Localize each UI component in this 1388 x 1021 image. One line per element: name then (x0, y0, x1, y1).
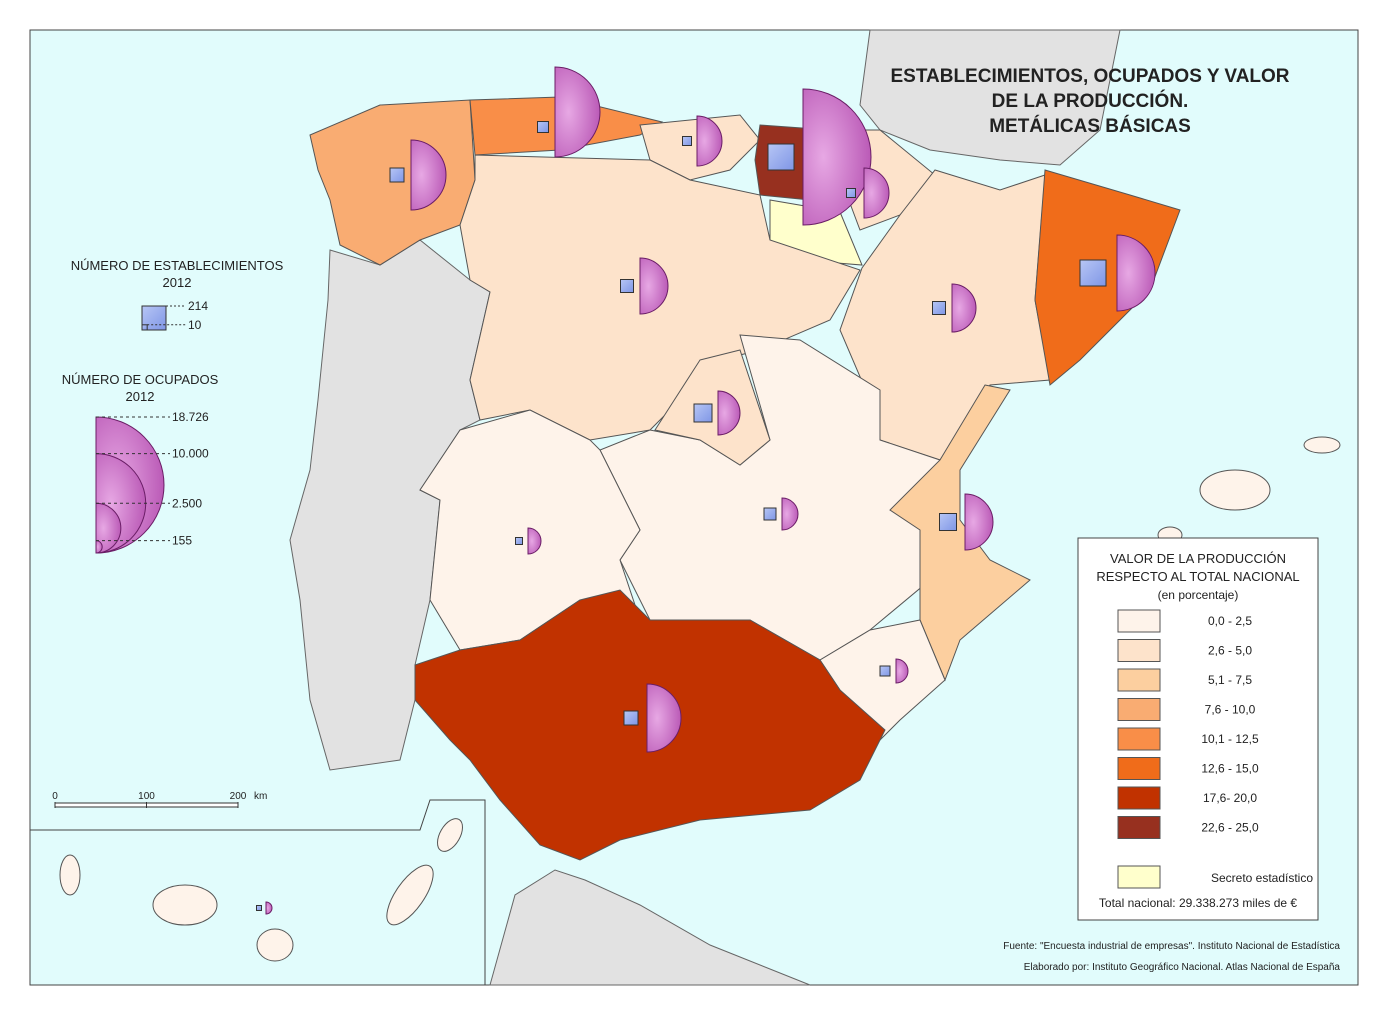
establecimientos-symbol (767, 143, 795, 171)
legend-title: (en porcentaje) (1158, 588, 1239, 602)
ocupados-symbol (527, 527, 542, 555)
gran-canaria (256, 928, 294, 962)
ocupados-symbol (964, 493, 994, 551)
ocupados-symbol (951, 283, 977, 333)
legend-label: 22,6 - 25,0 (1201, 821, 1259, 835)
establecimientos-symbol (537, 121, 549, 133)
ocupados-symbol (265, 901, 273, 915)
legend-title: RESPECTO AL TOTAL NACIONAL (1096, 569, 1299, 584)
title: METÁLICAS BÁSICAS (989, 115, 1191, 137)
tenerife (152, 884, 218, 926)
scale-bar: 0 100 200 km (52, 791, 267, 808)
legend-label: 10,1 - 12,5 (1201, 732, 1259, 746)
ocupados-symbol (895, 658, 909, 684)
legend-swatch (1117, 865, 1161, 889)
title: DE LA PRODUCCIÓN. (992, 90, 1189, 112)
scale-label: 200 (230, 791, 247, 802)
legend-label: 7,6 - 10,0 (1205, 703, 1256, 717)
scale-label: 0 (52, 791, 58, 802)
lanzarote (437, 818, 463, 852)
legend-value: 155 (172, 534, 192, 548)
legend-label: 0,0 - 2,5 (1208, 614, 1252, 628)
legend-label: 5,1 - 7,5 (1208, 673, 1252, 687)
legend-swatch (1117, 727, 1161, 751)
ocupados-symbol (554, 66, 601, 158)
fuerteventura (386, 864, 434, 926)
legend-value: 18.726 (172, 410, 209, 424)
class-legend: 0,0 - 2,5 2,6 - 5,0 5,1 - 7,5 7,6 - 10,0 10,… (1117, 609, 1259, 839)
legend-swatch (1117, 609, 1161, 633)
establecimientos-symbol (515, 537, 523, 545)
establecimientos-symbol (623, 710, 639, 726)
menorca (1303, 436, 1341, 454)
legend-label: 17,6- 20,0 (1203, 791, 1257, 805)
ocupados-symbol (646, 683, 682, 753)
legend-swatch (1117, 668, 1161, 692)
morocco (489, 869, 811, 986)
source: Fuente: "Encuesta industrial de empresas… (1003, 941, 1340, 952)
legend-title: NÚMERO DE ESTABLECIMIENTOS (71, 258, 284, 273)
establecimientos-symbol (693, 403, 713, 423)
establecimientos-symbol (846, 188, 856, 198)
ocupados-symbol (410, 139, 447, 211)
legend-value: 10 (188, 318, 202, 332)
establecimientos-symbol (932, 301, 946, 315)
symbols (256, 66, 1156, 915)
establecimientos-symbol (763, 507, 777, 521)
establecimientos-symbol (389, 167, 405, 183)
ocupados-symbol (781, 497, 799, 531)
credit: Elaborado por: Instituto Geográfico Naci… (1024, 962, 1341, 973)
title: ESTABLECIMIENTOS, OCUPADOS Y VALOR (890, 66, 1289, 87)
establecimientos-symbol (939, 513, 957, 531)
france (859, 29, 1121, 166)
legend-label: 12,6 - 15,0 (1201, 762, 1259, 776)
size-legends: 214 10 18.726 10.000 2.500 155 (95, 299, 209, 554)
legend-swatch (1117, 816, 1161, 839)
mallorca (1199, 469, 1271, 511)
legend-swatch (1117, 698, 1161, 721)
establecimientos-symbol (879, 665, 891, 677)
canarias-inset-frame (30, 799, 486, 985)
legend-square (141, 324, 148, 331)
legend-title: 2012 (163, 275, 192, 290)
legend-value: 2.500 (172, 496, 202, 510)
establecimientos-symbol (1079, 259, 1107, 287)
legend-title: 2012 (126, 389, 155, 404)
ocupados-symbol (696, 115, 723, 167)
legend-value: 214 (188, 299, 208, 313)
establecimientos-symbol (682, 136, 692, 146)
cataluna (1034, 169, 1181, 386)
establecimientos-symbol (620, 279, 634, 293)
scale-unit: km (254, 791, 267, 802)
legend-label: Secreto estadístico (1211, 871, 1313, 885)
la-palma (59, 854, 81, 896)
ocupados-symbol (1116, 234, 1156, 312)
establecimientos-symbol (256, 905, 262, 911)
legend-title: NÚMERO DE OCUPADOS (62, 372, 219, 387)
legend-swatch (1117, 757, 1161, 780)
valencia (889, 384, 1031, 682)
legend-title: VALOR DE LA PRODUCCIÓN (1110, 551, 1286, 566)
scale-label: 100 (138, 791, 155, 802)
legend-value: 10.000 (172, 447, 209, 461)
legend-total: Total nacional: 29.338.273 miles de € (1099, 896, 1297, 910)
ocupados-symbol (863, 167, 890, 219)
legend-swatch (1117, 639, 1161, 662)
legend-label: 2,6 - 5,0 (1208, 644, 1252, 658)
legend-swatch (1117, 786, 1161, 810)
ocupados-symbol (717, 390, 741, 436)
ocupados-symbol (639, 257, 669, 315)
